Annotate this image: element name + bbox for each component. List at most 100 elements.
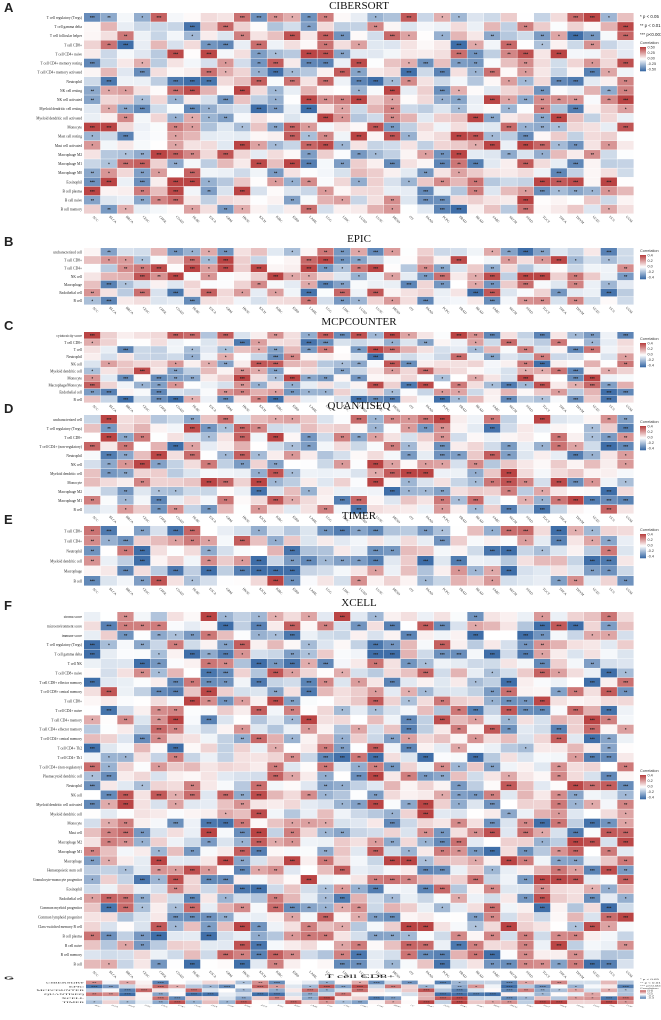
significance-legend-entry: * p < 0.05: [640, 14, 659, 19]
heatmap-cell: [467, 339, 484, 346]
significance-mark: **: [207, 699, 211, 704]
legend-gradient-step: [640, 50, 646, 52]
heatmap-cell: [117, 903, 134, 913]
significance-mark: **: [524, 962, 528, 967]
heatmap-cell: [284, 640, 301, 650]
significance-mark: ***: [273, 906, 278, 911]
heatmap-cell: [500, 696, 517, 706]
heatmap-cell: [150, 959, 167, 969]
heatmap-cell: [617, 296, 634, 305]
legend-tick-label: 0.0: [648, 265, 653, 269]
heatmap-cell: [617, 734, 634, 744]
heatmap-cell: [517, 884, 534, 894]
heatmap-cell: [250, 374, 267, 382]
heatmap-cell: [117, 724, 134, 734]
heatmap-cell: [134, 346, 151, 353]
significance-mark: **: [341, 258, 345, 263]
heatmap-cell: [417, 469, 434, 478]
heatmap-cell: [534, 950, 551, 960]
heatmap-cell: [217, 799, 234, 809]
heatmap-cell: [567, 846, 584, 856]
heatmap-cell: [367, 809, 384, 819]
heatmap-cell: [550, 353, 567, 360]
heatmap-cell: [217, 940, 234, 950]
heatmap-cell: [567, 658, 584, 668]
heatmap-cell: [300, 715, 317, 725]
heatmap-cell: [584, 131, 601, 141]
heatmap-cell: [600, 931, 617, 941]
column-label: STAD: [525, 587, 534, 596]
heatmap-cell: [484, 950, 501, 960]
legend-gradient-step: [640, 264, 646, 266]
significance-mark: *: [258, 383, 260, 388]
column-label: PRAD: [458, 515, 468, 525]
heatmap-cell: [217, 381, 234, 389]
heatmap-cell: [517, 86, 534, 95]
significance-mark: *: [258, 614, 260, 619]
heatmap-cell: [217, 959, 234, 969]
heatmap-cell: [617, 353, 634, 360]
significance-mark: ***: [207, 934, 212, 939]
heatmap-cell: [550, 612, 567, 621]
heatmap-cell: [467, 505, 484, 514]
heatmap-cell: [200, 649, 217, 659]
heatmap-cell: [86, 984, 103, 989]
significance-mark: **: [324, 507, 328, 512]
heatmap-cell: [317, 451, 334, 460]
heatmap-cell: [450, 799, 467, 809]
heatmap-cell: [267, 288, 284, 297]
heatmap-cell: [434, 734, 451, 744]
significance-mark: ***: [590, 736, 595, 741]
heatmap-cell: [567, 893, 584, 903]
heatmap-cell: [334, 865, 351, 875]
significance-mark: ***: [423, 383, 428, 388]
heatmap-cell: [484, 496, 501, 505]
heatmap-cell: [267, 536, 284, 546]
heatmap-cell: [400, 959, 417, 969]
heatmap-cell: [267, 893, 284, 903]
heatmap-cell: [134, 31, 151, 41]
heatmap-cell: [284, 922, 301, 932]
significance-mark: *: [308, 333, 310, 338]
heatmap-cell: [217, 469, 234, 478]
heatmap-cell: [500, 940, 517, 950]
heatmap-cell: [150, 496, 167, 505]
heatmap-cell: [184, 950, 201, 960]
row-label: TIMER: [62, 1001, 84, 1004]
heatmap-cell: [534, 248, 551, 256]
heatmap-cell: [534, 743, 551, 753]
heatmap-cell: [150, 460, 167, 469]
significance-mark: ***: [507, 397, 512, 402]
heatmap-cell: [284, 837, 301, 847]
heatmap-cell: [84, 353, 101, 360]
significance-mark: **: [291, 198, 295, 203]
significance-mark: ***: [457, 152, 462, 157]
heatmap-cell: [600, 424, 617, 433]
heatmap-cell: [417, 762, 434, 772]
significance-mark: **: [607, 88, 611, 93]
heatmap-cell: [600, 668, 617, 678]
heatmap-cell: [100, 104, 117, 114]
heatmap-cell: [617, 195, 634, 205]
row-label: B cell: [74, 299, 82, 303]
row-label: Macrophage: [64, 569, 82, 573]
row-label: Macrophage M1: [58, 499, 82, 503]
heatmap-cell: [617, 846, 634, 856]
heatmap-cell: [350, 696, 367, 706]
significance-mark: ***: [157, 390, 162, 395]
heatmap-cell: [384, 556, 401, 566]
heatmap-cell: [100, 388, 117, 396]
significance-mark: ***: [523, 143, 528, 148]
significance-mark: ***: [623, 97, 628, 102]
column-label: LUAD: [358, 215, 368, 225]
significance-mark: *: [475, 376, 477, 381]
significance-mark: *: [458, 170, 460, 175]
heatmap-cell: [250, 186, 267, 196]
heatmap-cell: [300, 771, 317, 781]
heatmap-cell: [367, 715, 384, 725]
heatmap-cell: [134, 22, 151, 31]
significance-mark: ***: [190, 868, 195, 873]
significance-mark: **: [574, 689, 578, 694]
heatmap-cell: [350, 272, 367, 281]
significance-mark: *: [108, 765, 110, 770]
